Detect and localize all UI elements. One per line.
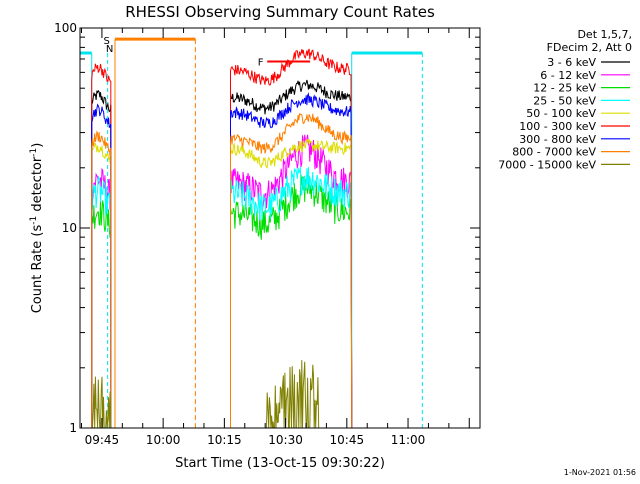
y-tick-label-1: 10 [62, 221, 77, 235]
series-line-0-seg-1 [230, 79, 353, 429]
legend-label-4: 50 - 100 keV [526, 107, 596, 120]
series-line-4-seg-1 [230, 138, 353, 429]
series-line-1-seg-1 [230, 134, 353, 429]
generation-timestamp: 1-Nov-2021 01:56 [564, 468, 636, 477]
series-line-3-seg-1 [230, 166, 353, 429]
detector-info-1: Det 1,5,7, [577, 28, 632, 41]
x-tick-label-5: 11:00 [391, 433, 426, 447]
x-tick-label-3: 10:30 [268, 433, 303, 447]
series-line-7-seg-1 [230, 112, 353, 429]
series-line-0-seg-0 [91, 89, 112, 429]
legend-label-1: 6 - 12 keV [540, 69, 596, 82]
series-line-6-seg-0 [91, 103, 112, 429]
series-line-8-seg-1 [230, 360, 352, 429]
series-line-7-seg-0 [91, 130, 112, 429]
plot-layer: F SN [80, 36, 423, 429]
legend-label-0: 3 - 6 keV [547, 56, 596, 69]
y-axis-label-mid: detector [30, 156, 45, 216]
series-line-4-seg-0 [91, 142, 112, 429]
y-tick-label-0: 1 [69, 421, 77, 435]
series-line-2-seg-1 [230, 174, 353, 429]
y-axis-label-sup1: -1 [29, 216, 39, 225]
series-line-3-seg-0 [91, 175, 112, 429]
series-line-2-seg-0 [91, 198, 112, 429]
chart-title: RHESSI Observing Summary Count Rates [125, 3, 435, 21]
x-axis-label: Start Time (13-Oct-15 09:30:22) [175, 456, 385, 471]
y-axis-label-main: Count Rate (s [30, 225, 45, 314]
legend-label-6: 300 - 800 keV [519, 133, 596, 146]
legend-label-8: 7000 - 15000 keV [498, 158, 596, 171]
series-line-6-seg-1 [230, 92, 353, 429]
y-axis-label: Count Rate (s-1 detector-1) [29, 143, 45, 314]
y-tick-label-2: 100 [54, 21, 77, 35]
y-axis-label-sup2: -1 [29, 148, 39, 157]
saa-label: S [103, 36, 109, 47]
y-axis-label-end: ) [30, 143, 45, 148]
legend-label-7: 800 - 7000 keV [512, 146, 596, 159]
night-label: N [106, 44, 113, 55]
series-line-5-seg-1 [230, 48, 353, 429]
x-tick-label-0: 09:45 [85, 433, 120, 447]
series-line-8-seg-0 [91, 376, 112, 429]
detector-info-2: FDecim 2, Att 0 [547, 41, 632, 54]
series-line-5-seg-0 [91, 63, 112, 429]
legend-label-5: 100 - 300 keV [519, 120, 596, 133]
x-tick-label-2: 10:15 [207, 433, 242, 447]
legend-label-2: 12 - 25 keV [533, 82, 596, 95]
x-tick-label-4: 10:45 [330, 433, 365, 447]
x-tick-label-1: 10:00 [146, 433, 181, 447]
legend-label-3: 25 - 50 keV [533, 94, 596, 107]
plot-frame [79, 27, 481, 429]
frame-layer: 1 10 100 09:45 10:00 10:15 10:30 10:45 11:00 [54, 21, 481, 447]
flare-label: F [258, 57, 264, 68]
